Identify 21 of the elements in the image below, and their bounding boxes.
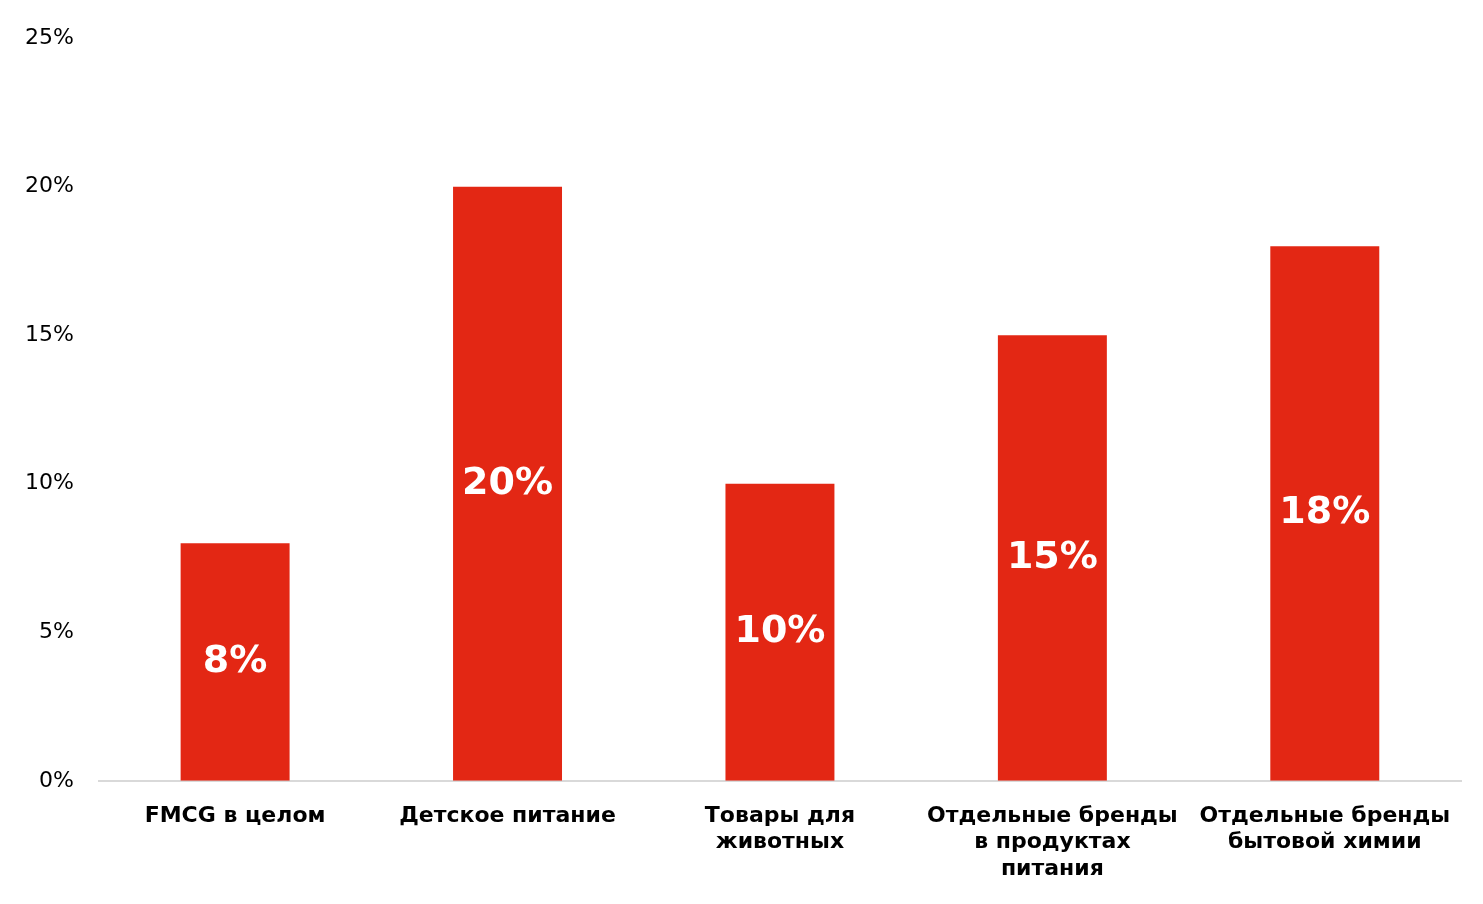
x-tick-label: FMCG в целом [144,801,326,827]
bar [453,186,563,781]
y-tick-label: 0% [38,766,74,792]
bar [1270,246,1380,781]
x-tick-label: Детское питание [399,801,616,827]
data-label: 10% [734,607,826,652]
x-tick-label: Отдельные бренды в продуктах питания [927,801,1178,880]
y-tick-label: 10% [24,469,74,495]
y-tick-label: 25% [24,23,74,49]
x-tick-label: Отдельные бренды бытовой химии [1199,801,1451,854]
y-tick-label: 5% [38,618,74,643]
data-label: 20% [462,458,554,503]
y-tick-label: 20% [24,172,74,198]
x-tick-label: Товары для животных [704,801,856,854]
bar [725,483,835,781]
bar [180,543,290,781]
data-label: 18% [1279,488,1371,533]
data-label: 15% [1006,532,1098,577]
data-label: 8% [202,636,268,681]
bar [997,335,1107,781]
y-tick-label: 15% [24,320,74,346]
